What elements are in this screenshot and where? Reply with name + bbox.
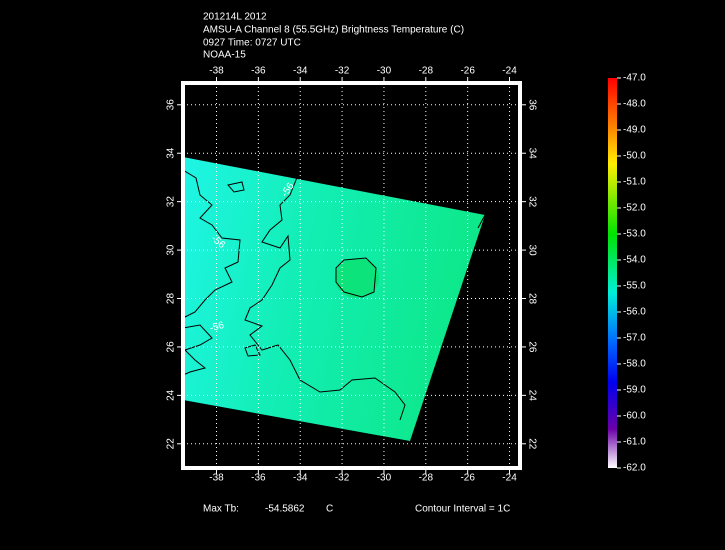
contour-interval: Contour Interval = 1C — [415, 504, 510, 515]
colorbar-ticks: -47.0 -48.0 -49.0 -50.0 -51.0 -52.0 -53.0 -54.0… — [617, 73, 646, 474]
y-tick-label: 30 — [166, 244, 177, 256]
colorbar-tick-label: -55.0 — [623, 281, 646, 292]
x-tick-label: -26 — [460, 473, 475, 484]
colorbar-tick-label: -59.0 — [623, 385, 646, 396]
colorbar-tick-label: -56.0 — [623, 307, 646, 318]
y-tick-label: 26 — [166, 341, 177, 353]
x-tick-label: -38 — [209, 473, 224, 484]
colorbar-tick-label: -48.0 — [623, 99, 646, 110]
max-unit: C — [326, 504, 333, 515]
x-tick-label: -30 — [377, 473, 392, 484]
x-tick-label: -32 — [335, 66, 350, 77]
colorbar-tick-label: -57.0 — [623, 333, 646, 344]
contour-line — [335, 257, 377, 298]
contour-label: -56 — [209, 320, 226, 334]
y-tick-label: 34 — [166, 147, 177, 159]
contour-line — [182, 169, 241, 319]
warm-core — [335, 258, 379, 298]
colorbar-tick-label: -60.0 — [623, 411, 646, 422]
colorbar — [608, 78, 617, 468]
colorbar-tick-label: -54.0 — [623, 255, 646, 266]
y-tick-label: 24 — [526, 390, 537, 402]
colorbar-tick-label: -50.0 — [623, 151, 646, 162]
y-tick-label: 22 — [166, 438, 177, 450]
x-tick-label: -36 — [251, 66, 266, 77]
y-tick-label: 24 — [166, 389, 177, 401]
x-tick-label: -36 — [251, 473, 266, 484]
x-tick-label: -28 — [419, 66, 434, 77]
colorbar-tick-label: -58.0 — [623, 359, 646, 370]
x-tick-label: -34 — [293, 473, 308, 484]
x-tick-label: -24 — [502, 66, 517, 77]
axes: -38 -38 -36 -36 -34 -34 -32 -32 -30 -30 -28 -28 -26 -… — [166, 66, 538, 484]
y-tick-label: 32 — [526, 196, 537, 208]
y-tick-label: 34 — [526, 148, 537, 160]
map-frame — [181, 81, 522, 470]
max-value: -54.5862 — [265, 504, 305, 515]
y-tick-label: 36 — [526, 99, 537, 111]
colorbar-tick-label: -47.0 — [623, 73, 646, 84]
x-tick-label: -32 — [335, 473, 350, 484]
x-tick-label: -26 — [460, 66, 475, 77]
y-tick-label: 22 — [526, 438, 537, 450]
colorbar-tick-label: -49.0 — [623, 125, 646, 136]
colorbar-tick-label: -61.0 — [623, 437, 646, 448]
contour-line — [244, 344, 261, 357]
x-tick-label: -38 — [209, 66, 224, 77]
colorbar-tick-label: -52.0 — [623, 203, 646, 214]
x-tick-label: -24 — [502, 473, 517, 484]
contour-line — [477, 214, 486, 229]
header-line: 201214L 2012 — [203, 12, 267, 23]
colorbar-tick-label: -62.0 — [623, 463, 646, 474]
y-tick-label: 26 — [526, 341, 537, 353]
colorbar-tick-label: -53.0 — [623, 229, 646, 240]
y-tick-label: 28 — [166, 293, 177, 305]
y-tick-label: 36 — [166, 99, 177, 111]
x-tick-label: -28 — [419, 473, 434, 484]
x-tick-label: -34 — [293, 66, 308, 77]
header-line: 0927 Time: 0727 UTC — [203, 38, 301, 49]
x-tick-label: -30 — [377, 66, 392, 77]
contour-line — [244, 174, 406, 421]
header-line: AMSU-A Channel 8 (55.5GHz) Brightness Te… — [203, 25, 464, 36]
y-tick-label: 32 — [166, 196, 177, 208]
colorbar-tick-label: -51.0 — [623, 177, 646, 188]
y-tick-label: 30 — [526, 245, 537, 257]
max-label: Max Tb: — [203, 504, 239, 515]
contour-line — [227, 181, 245, 193]
y-tick-label: 28 — [526, 293, 537, 305]
header-line: NOAA-15 — [203, 50, 246, 61]
